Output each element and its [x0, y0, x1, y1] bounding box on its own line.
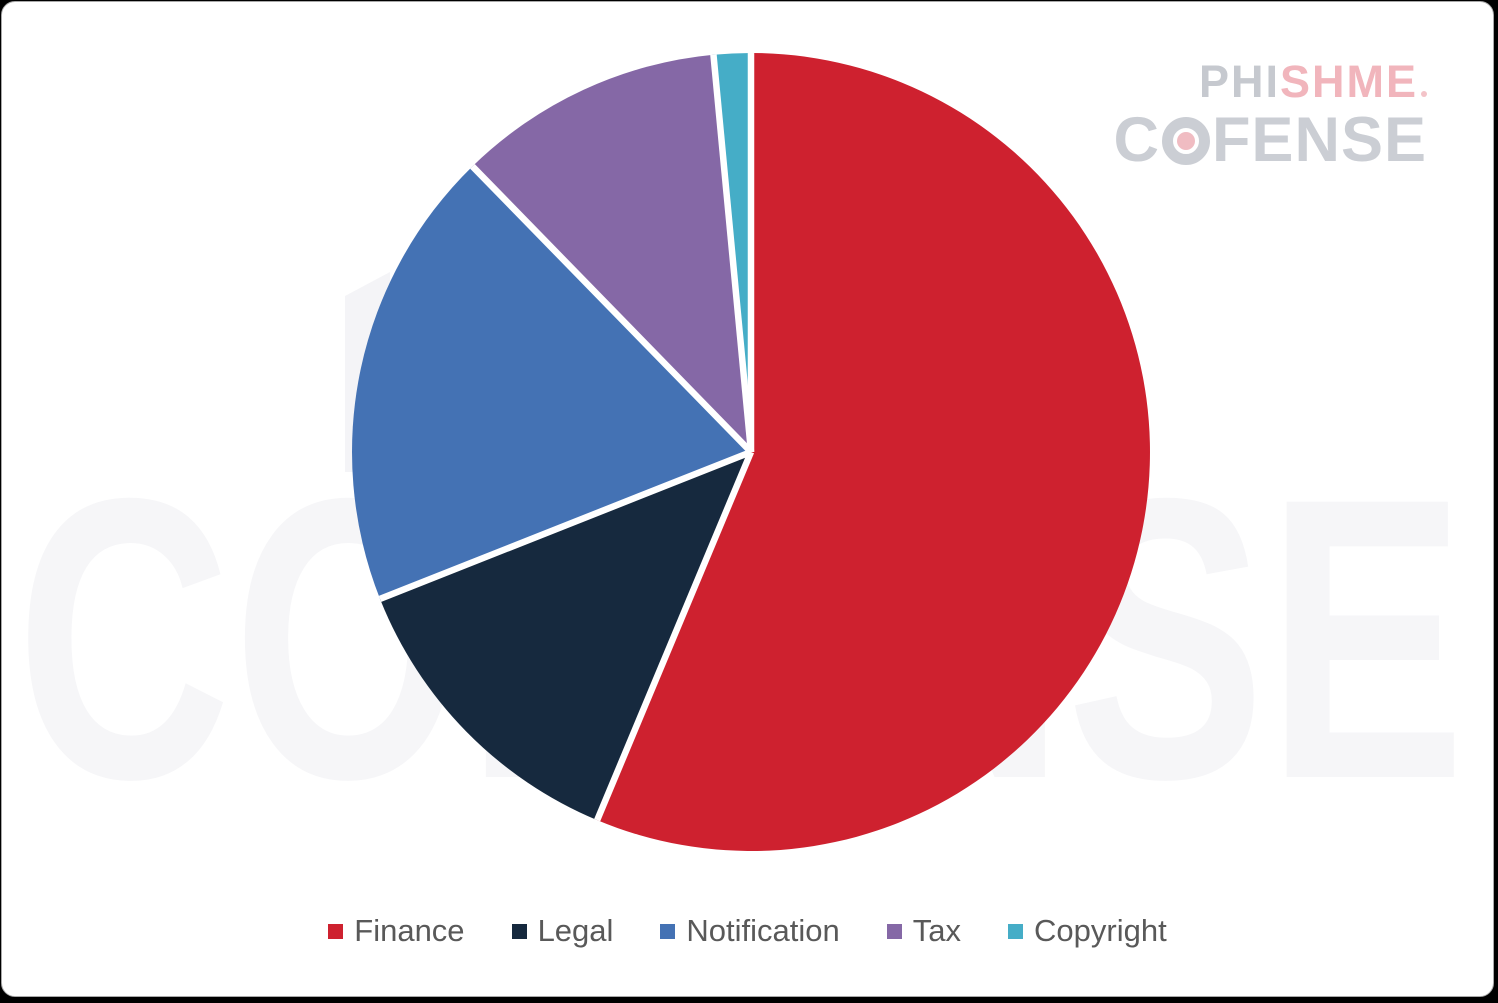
- pie-gap-line: [709, 53, 755, 453]
- cofense-logo-o-ring-icon: [1161, 116, 1210, 165]
- pie-slice-legal: [380, 452, 751, 821]
- phishme-logo: PHISHME: [1113, 59, 1427, 104]
- pie-gap-line: [590, 450, 754, 831]
- legend-label-legal: Legal: [537, 913, 614, 948]
- phishme-logo-text-pink: SHME: [1279, 56, 1418, 107]
- registered-mark-dot: [1421, 91, 1427, 97]
- pie-gap-line: [463, 156, 754, 455]
- cofense-logo: C FENSE: [1113, 109, 1427, 172]
- legend-swatch-notification: [660, 923, 676, 939]
- legend-item-copyright: Copyright: [1008, 913, 1167, 949]
- chart-legend: Finance Legal Notification Tax Copyright: [2, 903, 1493, 959]
- legend-label-tax: Tax: [912, 913, 962, 948]
- cofense-logo-o-dot-icon: [1176, 131, 1195, 150]
- legend-item-tax: Tax: [886, 913, 962, 949]
- pie-slice-gaps: [369, 53, 755, 831]
- legend-swatch-copyright: [1008, 923, 1024, 939]
- legend-item-legal: Legal: [511, 913, 614, 949]
- phishme-logo-text-gray: PHI: [1198, 56, 1280, 107]
- legend-item-notification: Notification: [660, 913, 840, 949]
- legend-swatch-legal: [511, 923, 527, 939]
- cofense-logo-letter-c: C: [1113, 105, 1160, 175]
- legend-label-notification: Notification: [686, 913, 840, 948]
- legend-swatch-tax: [886, 923, 902, 939]
- brand-logo: PHISHME C FENSE: [1113, 59, 1427, 172]
- legend-item-finance: Finance: [328, 913, 465, 949]
- pie-slice-tax: [472, 54, 751, 453]
- legend-label-finance: Finance: [354, 913, 465, 948]
- pie-gap-line: [369, 448, 753, 606]
- legend-swatch-finance: [328, 923, 344, 939]
- legend-label-copyright: Copyright: [1034, 913, 1167, 948]
- cofense-logo-letters-fense: FENSE: [1211, 105, 1427, 175]
- pie-slice-finance: [597, 53, 1150, 852]
